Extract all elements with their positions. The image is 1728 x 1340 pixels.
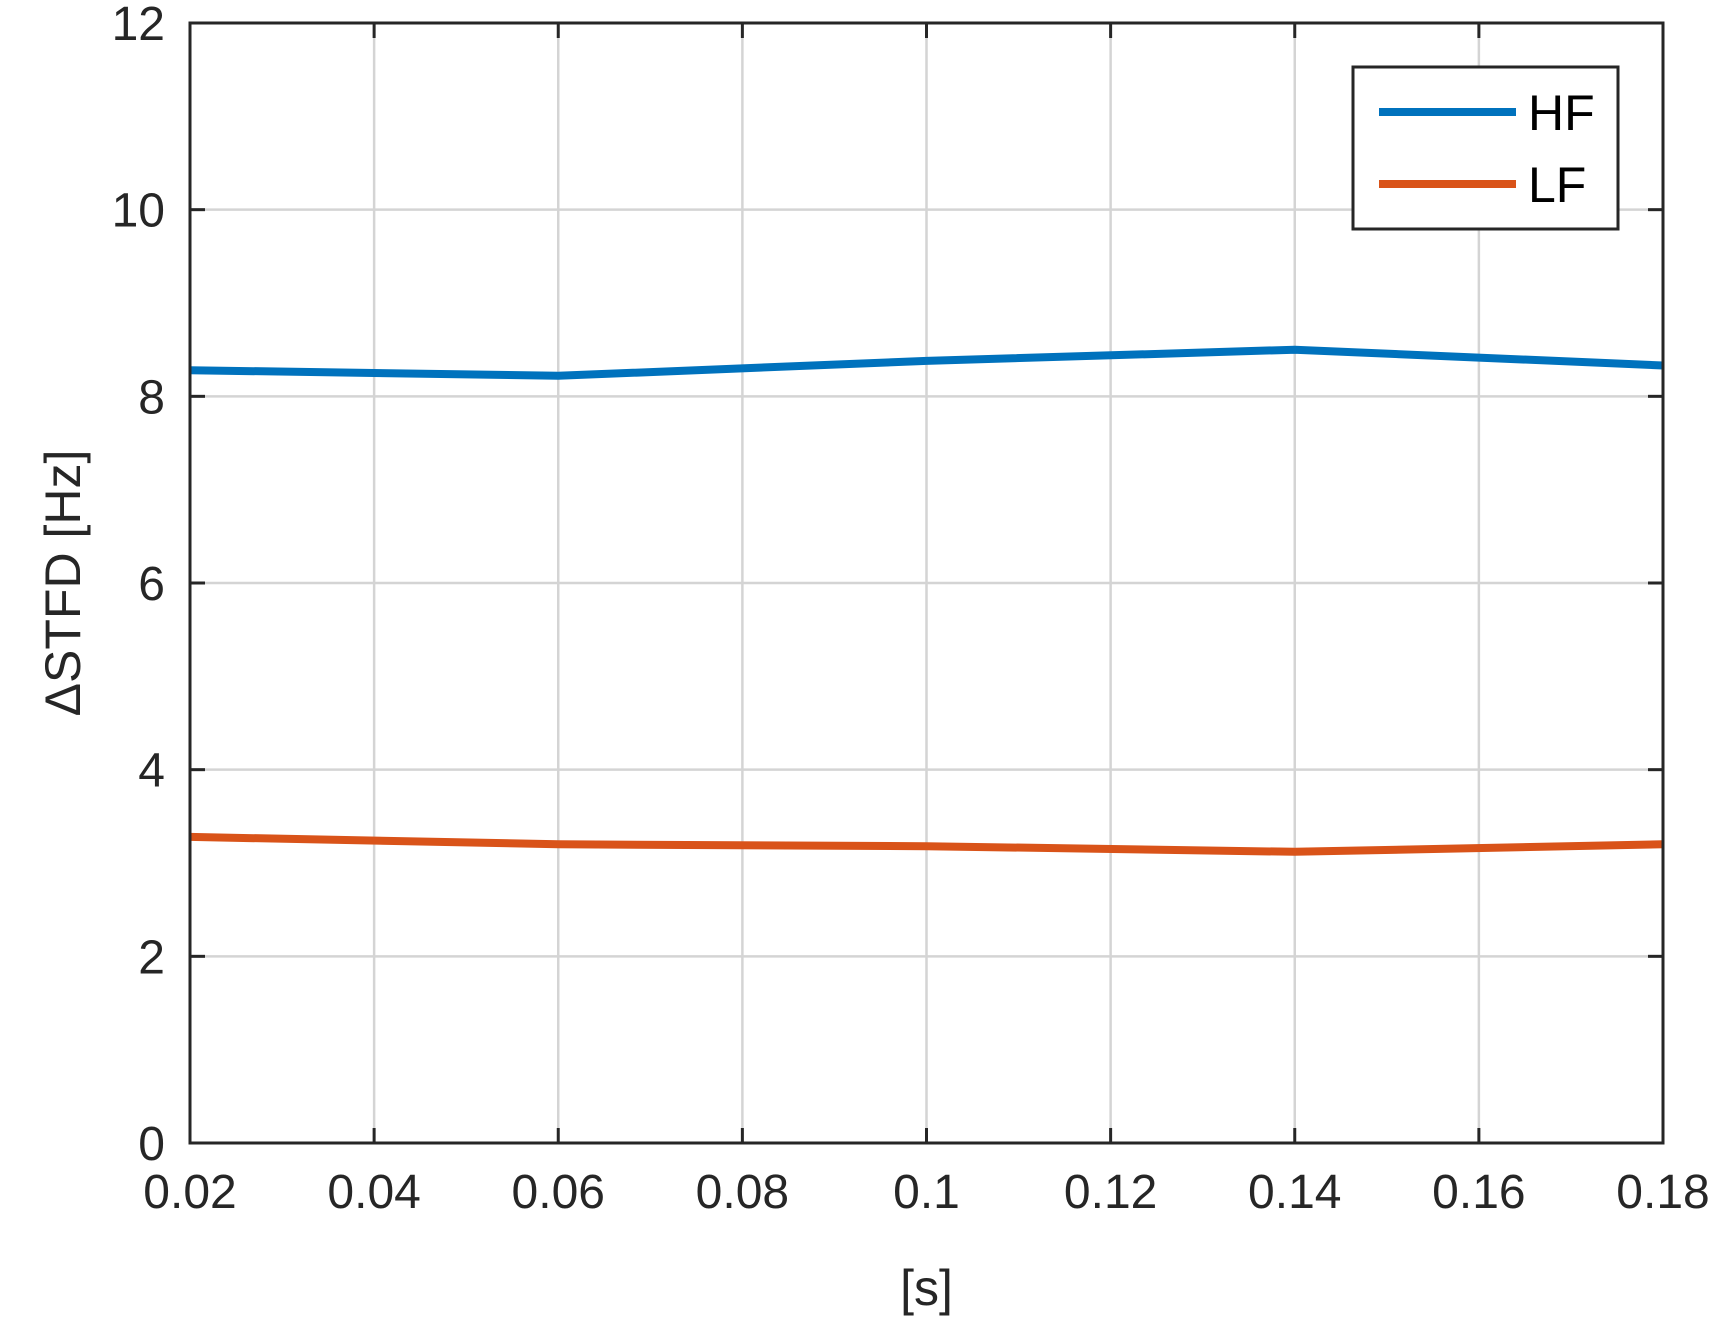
legend-box xyxy=(1351,65,1620,231)
legend: HF LF xyxy=(1351,65,1620,231)
y-tick-label: 10 xyxy=(112,185,165,238)
y-tick-label: 4 xyxy=(138,745,165,798)
series-line-hf xyxy=(189,345,1664,380)
x-tick-label: 0.1 xyxy=(893,1166,960,1219)
x-tick-label: 0.06 xyxy=(512,1166,605,1219)
y-tick-label: 2 xyxy=(138,931,165,984)
x-tick-labels: 0.02 0.04 0.06 0.08 0.1 0.12 0.14 0.16 0.18 xyxy=(143,1166,1709,1219)
y-tick-labels: 0 2 4 6 8 10 12 xyxy=(112,0,165,1171)
x-tick-label: 0.16 xyxy=(1432,1166,1525,1219)
axis-ticks xyxy=(188,21,1665,1145)
y-tick-label: 0 xyxy=(138,1118,165,1171)
x-tick-label: 0.04 xyxy=(327,1166,420,1219)
x-tick-label: 0.12 xyxy=(1064,1166,1157,1219)
x-tick-label: 0.14 xyxy=(1248,1166,1341,1219)
y-tick-label: 8 xyxy=(138,371,165,424)
series-line-lf xyxy=(189,832,1664,856)
legend-label: HF xyxy=(1528,85,1595,141)
x-tick-label: 0.02 xyxy=(143,1166,236,1219)
x-axis-title: [s] xyxy=(900,1260,953,1316)
x-tick-label: 0.08 xyxy=(696,1166,789,1219)
y-tick-label: 6 xyxy=(138,558,165,611)
y-tick-label: 12 xyxy=(112,0,165,51)
series-group xyxy=(189,345,1664,856)
grid xyxy=(190,23,1663,1143)
legend-label: LF xyxy=(1528,157,1586,213)
x-tick-label: 0.18 xyxy=(1616,1166,1709,1219)
y-axis-title: ΔSTFD [Hz] xyxy=(35,450,91,717)
